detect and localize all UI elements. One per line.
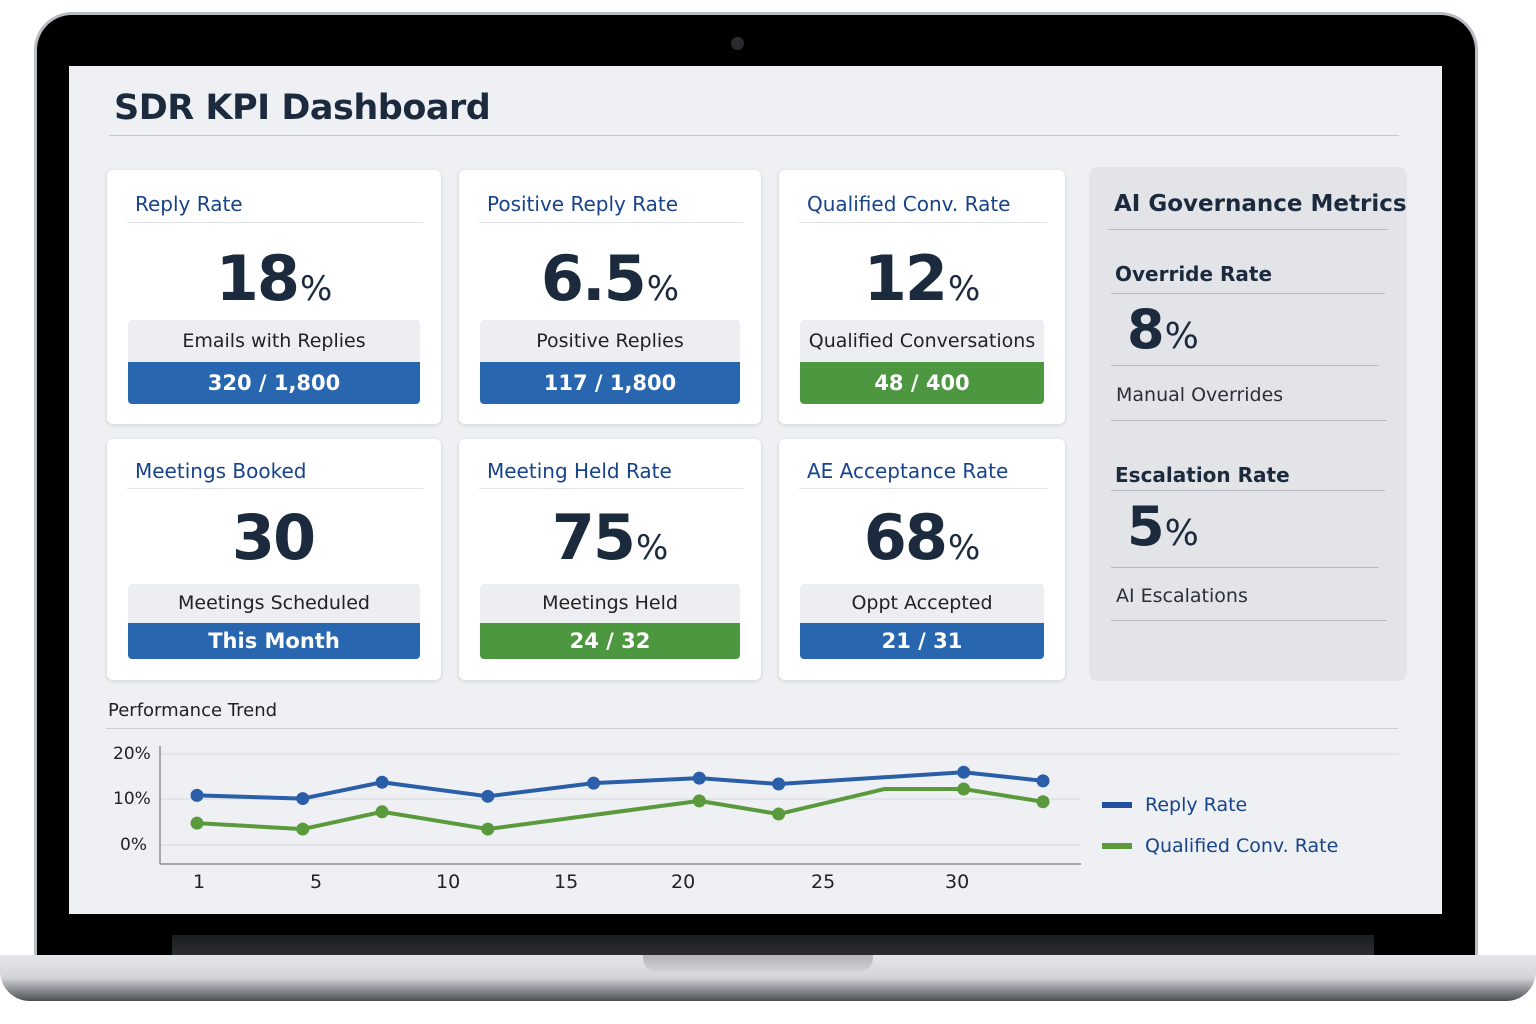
card-title: Meeting Held Rate — [487, 459, 672, 483]
card-divider — [799, 488, 1047, 489]
kpi-label: Emails with Replies — [128, 320, 420, 362]
x-tick: 15 — [554, 871, 579, 893]
card-title: Qualified Conv. Rate — [807, 192, 1011, 216]
data-point[interactable] — [1036, 774, 1050, 788]
kpi-card-positive-reply-rate[interactable]: Positive Reply Rate 6.5% Positive Replie… — [459, 170, 761, 424]
data-point[interactable] — [692, 794, 706, 808]
kpi-value: 75% — [551, 501, 669, 574]
kpi-label: Meetings Held — [480, 584, 740, 623]
override-rate-label: Manual Overrides — [1116, 384, 1284, 406]
legend-reply-rate[interactable]: Reply Rate — [1102, 794, 1247, 816]
card-title: Positive Reply Rate — [487, 192, 679, 216]
legend-qualified-conv-rate[interactable]: Qualified Conv. Rate — [1102, 835, 1338, 857]
ai-governance-panel: AI Governance Metrics Override Rate 8% M… — [1089, 167, 1407, 681]
data-point[interactable] — [190, 788, 204, 802]
kpi-value: 68% — [863, 501, 981, 574]
data-point[interactable] — [190, 816, 204, 830]
trend-title: Performance Trend — [108, 700, 278, 721]
card-divider — [799, 222, 1047, 223]
webcam-icon — [731, 37, 744, 50]
data-point[interactable] — [772, 777, 786, 791]
x-tick: 10 — [436, 871, 461, 893]
card-divider — [127, 222, 423, 223]
kpi-detail: This Month — [128, 623, 420, 659]
metric-divider — [1111, 490, 1385, 491]
page-title: SDR KPI Dashboard — [114, 88, 491, 128]
kpi-card-ae-acceptance-rate[interactable]: AE Acceptance Rate 68% Oppt Accepted 21 … — [779, 439, 1065, 680]
kpi-card-qualified-conv-rate[interactable]: Qualified Conv. Rate 12% Qualified Conve… — [779, 170, 1065, 424]
dashboard-screen: SDR KPI Dashboard Reply Rate 18% Emails … — [69, 66, 1442, 914]
series-line — [196, 787, 1044, 832]
data-point[interactable] — [957, 765, 971, 779]
laptop-notch — [643, 955, 873, 972]
data-point[interactable] — [772, 807, 786, 821]
kpi-detail: 21 / 31 — [800, 623, 1044, 659]
escalation-rate-label: AI Escalations — [1116, 585, 1248, 607]
governance-divider — [1108, 229, 1388, 230]
y-tick: 0% — [120, 835, 147, 855]
kpi-label: Qualified Conversations — [800, 320, 1044, 362]
data-point[interactable] — [375, 775, 389, 789]
card-title: Meetings Booked — [135, 459, 307, 483]
card-divider — [479, 222, 743, 223]
kpi-label: Meetings Scheduled — [128, 584, 420, 623]
trend-divider — [106, 728, 1398, 729]
kpi-label: Oppt Accepted — [800, 584, 1044, 623]
metric-divider — [1111, 620, 1387, 621]
metric-divider — [1111, 293, 1385, 294]
x-tick: 25 — [811, 871, 836, 893]
data-point[interactable] — [692, 771, 706, 785]
x-tick: 30 — [945, 871, 970, 893]
data-point[interactable] — [296, 822, 310, 836]
legend-label: Qualified Conv. Rate — [1145, 835, 1339, 857]
x-tick: 20 — [671, 871, 696, 893]
metric-divider — [1111, 567, 1379, 568]
governance-title: AI Governance Metrics — [1114, 191, 1407, 217]
data-point[interactable] — [375, 805, 389, 819]
legend-swatch — [1102, 843, 1132, 849]
kpi-value: 30 — [231, 501, 316, 574]
y-tick: 10% — [113, 789, 151, 809]
y-tick: 20% — [113, 744, 151, 764]
kpi-value: 18% — [215, 242, 333, 315]
title-divider — [109, 135, 1399, 136]
data-point[interactable] — [587, 776, 601, 790]
card-title: AE Acceptance Rate — [807, 459, 1009, 483]
metric-divider — [1111, 365, 1379, 366]
escalation-rate-title: Escalation Rate — [1115, 463, 1290, 487]
kpi-detail: 117 / 1,800 — [480, 362, 740, 404]
kpi-value: 12% — [863, 242, 981, 315]
data-point[interactable] — [481, 822, 495, 836]
escalation-rate-value: 5% — [1127, 495, 1199, 558]
data-point[interactable] — [296, 792, 310, 806]
kpi-label: Positive Replies — [480, 320, 740, 362]
x-tick: 5 — [310, 871, 323, 893]
kpi-detail: 320 / 1,800 — [128, 362, 420, 404]
legend-swatch — [1102, 802, 1132, 808]
legend-label: Reply Rate — [1145, 794, 1248, 816]
x-tick: 1 — [193, 871, 206, 893]
series-line — [196, 770, 1044, 801]
kpi-detail: 24 / 32 — [480, 623, 740, 659]
override-rate-value: 8% — [1127, 298, 1199, 361]
kpi-detail: 48 / 400 — [800, 362, 1044, 404]
kpi-value: 6.5% — [540, 242, 680, 315]
data-point[interactable] — [481, 789, 495, 803]
override-rate-title: Override Rate — [1115, 262, 1273, 286]
metric-divider — [1111, 420, 1387, 421]
card-divider — [127, 488, 423, 489]
kpi-card-meetings-booked[interactable]: Meetings Booked 30 Meetings Scheduled Th… — [107, 439, 441, 680]
kpi-card-reply-rate[interactable]: Reply Rate 18% Emails with Replies 320 /… — [107, 170, 441, 424]
card-divider — [479, 488, 743, 489]
card-title: Reply Rate — [135, 192, 243, 216]
kpi-card-meeting-held-rate[interactable]: Meeting Held Rate 75% Meetings Held 24 /… — [459, 439, 761, 680]
data-point[interactable] — [957, 782, 971, 796]
data-point[interactable] — [1036, 795, 1050, 809]
